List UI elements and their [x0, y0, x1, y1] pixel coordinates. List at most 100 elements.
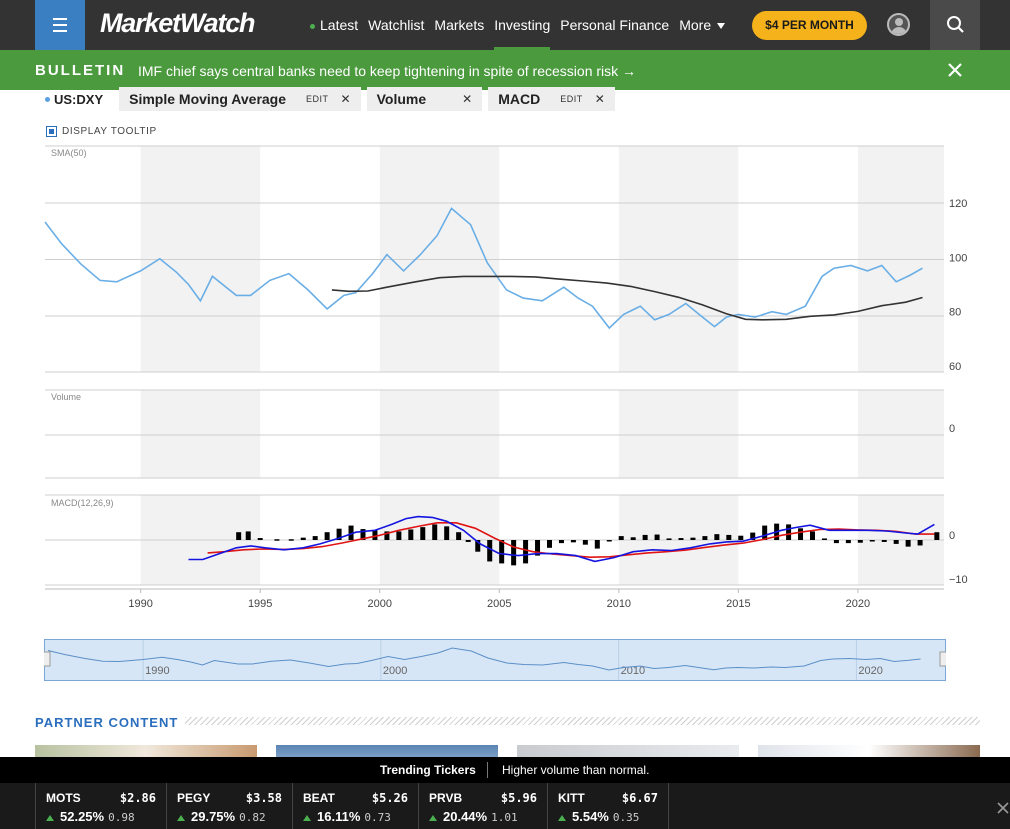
macd-bar — [762, 525, 768, 540]
macd-bar — [523, 540, 529, 564]
macd-bar — [714, 534, 720, 540]
macd-bar — [809, 531, 815, 540]
symbol-label: US:DXY — [45, 92, 103, 107]
navigator-line — [47, 647, 921, 671]
nav-markets[interactable]: Markets — [434, 17, 485, 33]
subscribe-button[interactable]: $4 PER MONTH — [752, 11, 867, 40]
y-tick-label: 80 — [949, 307, 961, 319]
close-icon[interactable] — [996, 801, 1010, 815]
marketwatch-logo[interactable]: MarketWatch — [100, 8, 256, 38]
bulletin-tag: BULLETIN — [35, 62, 126, 79]
macd-bar — [570, 540, 576, 543]
grid-band — [140, 390, 261, 478]
macd-bar — [690, 537, 696, 540]
macd-bar — [558, 540, 564, 544]
macd-bar — [324, 532, 330, 540]
macd-bar — [881, 540, 887, 542]
macd-bar — [396, 531, 402, 540]
remove-icon[interactable]: ✕ — [594, 92, 605, 106]
edit-button[interactable]: EDIT — [306, 94, 329, 104]
macd-bar — [257, 538, 263, 540]
arrow-up-icon — [46, 814, 54, 821]
ticker-item[interactable]: BEAT $5.26 16.11% 0.73 — [293, 783, 419, 829]
edit-button[interactable]: EDIT — [560, 94, 583, 104]
divider — [185, 717, 980, 725]
macd-bar — [738, 535, 744, 540]
macd-bar — [475, 540, 481, 552]
macd-bar — [702, 536, 708, 540]
menu-icon[interactable] — [35, 0, 85, 50]
range-navigator[interactable]: 1990 2000 2010 2020 — [44, 639, 946, 681]
live-dot-icon — [310, 23, 315, 29]
ticker-item[interactable]: KITT $6.67 5.54% 0.35 — [548, 783, 669, 829]
macd-bar — [905, 540, 911, 547]
price-chart[interactable]: SMA(50) Volume MACD(12,26,9) 120 100 80 60 0 0 −1… — [0, 140, 1010, 615]
indicator-chips: US:DXY Simple Moving Average EDIT ✕ Volu… — [45, 87, 621, 111]
nav-investing[interactable]: Investing — [494, 0, 551, 50]
macd-bar — [857, 540, 863, 543]
remove-icon[interactable]: ✕ — [340, 92, 351, 106]
macd-bar — [618, 536, 624, 540]
macd-bar — [893, 540, 899, 544]
sma-line — [331, 275, 923, 321]
macd-bar — [630, 537, 636, 540]
range-handle[interactable] — [939, 651, 946, 667]
x-tick-label: 2010 — [607, 598, 631, 610]
checkbox-icon — [46, 126, 57, 137]
macd-bar — [666, 538, 672, 540]
navigator-tick-label: 2000 — [383, 665, 407, 677]
user-icon[interactable] — [887, 13, 910, 36]
macd-bar — [312, 536, 318, 540]
display-tooltip-toggle[interactable]: DISPLAY TOOLTIP — [46, 126, 157, 137]
macd-bar — [546, 540, 552, 548]
macd-bar — [594, 540, 600, 549]
macd-bar — [336, 528, 342, 540]
macd-bar — [917, 540, 923, 546]
y-tick-label: 0 — [949, 423, 955, 435]
ticker-item[interactable]: PEGY $3.58 29.75% 0.82 — [167, 783, 293, 829]
macd-bar — [499, 540, 505, 564]
nav-latest[interactable]: Latest — [310, 0, 358, 50]
macd-bar — [606, 540, 612, 542]
ticker-item[interactable]: PRVB $5.96 20.44% 1.01 — [419, 783, 548, 829]
macd-bar — [245, 531, 251, 540]
ticker-item[interactable]: MOTS $2.86 52.25% 0.98 — [35, 783, 167, 829]
arrow-up-icon — [429, 814, 437, 821]
ticker-strip: MOTS $2.86 52.25% 0.98 PEGY $3.58 29.75% 0… — [0, 783, 1010, 829]
panel-label: Volume — [51, 392, 81, 402]
price-line — [44, 207, 923, 330]
y-tick-label: 100 — [949, 252, 967, 264]
arrow-up-icon — [303, 814, 311, 821]
macd-bar — [420, 527, 426, 540]
search-button[interactable] — [930, 0, 980, 50]
search-icon — [947, 16, 964, 33]
macd-bar — [408, 529, 414, 540]
navigator-tick-label: 2020 — [858, 665, 882, 677]
x-tick-label: 2015 — [726, 598, 750, 610]
nav-watchlist[interactable]: Watchlist — [368, 17, 425, 33]
nav-personal-finance[interactable]: Personal Finance — [560, 17, 670, 33]
grid-band — [618, 390, 739, 478]
grid-band — [379, 390, 500, 478]
arrow-up-icon — [177, 814, 185, 821]
macd-bar — [582, 540, 588, 545]
macd-bar — [465, 540, 471, 542]
arrow-up-icon — [558, 814, 566, 821]
macd-bar — [456, 532, 462, 540]
macd-bar — [384, 531, 390, 540]
remove-icon[interactable]: ✕ — [462, 92, 473, 106]
chip-volume: Volume ✕ — [366, 87, 483, 111]
series-dot-icon — [45, 96, 50, 102]
nav-more[interactable]: More — [679, 0, 726, 50]
range-handle[interactable] — [44, 651, 51, 667]
chip-sma: Simple Moving Average EDIT ✕ — [119, 87, 361, 111]
bulletin-link[interactable]: IMF chief says central banks need to kee… — [138, 63, 637, 79]
close-icon[interactable] — [945, 60, 965, 80]
y-tick-label: 120 — [949, 198, 967, 210]
macd-bar — [750, 532, 756, 540]
macd-bar — [236, 532, 242, 540]
navigator-tick-label: 2010 — [621, 665, 645, 677]
macd-bar — [642, 534, 648, 540]
grid-band — [857, 390, 944, 478]
x-tick-label: 2000 — [367, 598, 391, 610]
